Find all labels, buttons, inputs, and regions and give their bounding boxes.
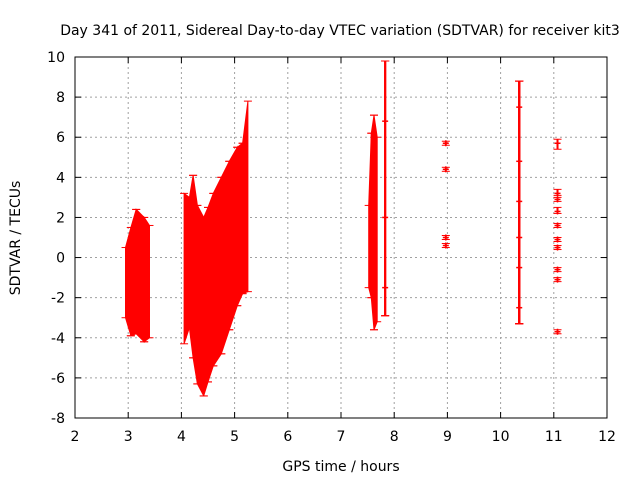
x-tick-label: 6 — [283, 429, 292, 445]
y-tick-label: -6 — [51, 371, 65, 387]
x-tick-label: 12 — [598, 429, 616, 445]
series-cluster-4 — [381, 60, 562, 335]
x-tick-label: 10 — [492, 429, 510, 445]
errorbar-band — [242, 101, 249, 295]
y-tick-label: 6 — [56, 130, 65, 146]
y-axis-label: SDTVAR / TECUs — [8, 181, 24, 296]
data-series — [121, 60, 562, 397]
errorbar-band — [228, 145, 238, 330]
chart-title: Day 341 of 2011, Sidereal Day-to-day VTE… — [60, 23, 620, 39]
errorbar-band — [373, 115, 378, 330]
errorbar-band — [188, 175, 194, 358]
errorbar-band — [183, 192, 190, 344]
errorbar-band — [236, 142, 244, 306]
axis-tick-labels: 2 3 4 5 6 7 8 9 10 11 12 -8 -6 -4 -2 0 2 4 6 8 10 — [47, 50, 616, 445]
x-tick-label: 8 — [390, 429, 399, 445]
errorbar-band — [135, 208, 145, 344]
y-tick-label: 0 — [56, 251, 65, 267]
x-tick-label: 5 — [230, 429, 239, 445]
x-axis-label: GPS time / hours — [282, 459, 399, 475]
x-tick-label: 9 — [443, 429, 452, 445]
x-tick-label: 7 — [337, 429, 346, 445]
errorbar-band — [125, 227, 132, 336]
errorbar-band — [220, 161, 230, 354]
errorbar-band — [203, 207, 209, 397]
y-tick-label: -8 — [51, 411, 65, 427]
errorbar-band — [212, 177, 222, 368]
y-tick-label: 8 — [56, 90, 65, 106]
y-tick-label: -2 — [51, 291, 65, 307]
y-tick-label: 4 — [56, 170, 65, 186]
y-tick-label: -4 — [51, 331, 65, 347]
errorbar-band — [143, 215, 150, 343]
axis-ticks — [74, 56, 608, 419]
series-cluster-3 — [364, 114, 382, 331]
errorbar-band — [207, 193, 214, 383]
series-cluster-2 — [180, 100, 252, 397]
x-tick-label: 2 — [71, 429, 80, 445]
x-tick-label: 3 — [124, 429, 133, 445]
x-tick-label: 11 — [545, 429, 563, 445]
errorbar-band — [196, 205, 205, 397]
errorbar-band — [192, 175, 198, 384]
y-tick-label: 10 — [47, 50, 65, 66]
y-tick-label: 2 — [56, 210, 65, 226]
x-tick-label: 4 — [177, 429, 186, 445]
errorbar-band — [130, 209, 137, 337]
grid-lines — [75, 57, 607, 418]
series-cluster-1 — [121, 208, 154, 344]
